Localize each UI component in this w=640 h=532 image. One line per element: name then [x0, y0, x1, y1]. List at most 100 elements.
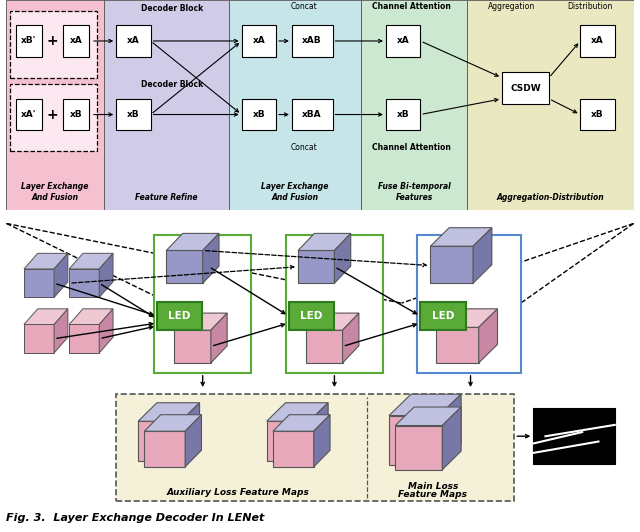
Text: Concat: Concat	[291, 2, 317, 11]
Polygon shape	[54, 309, 68, 353]
Text: xB': xB'	[21, 37, 36, 45]
FancyBboxPatch shape	[229, 0, 361, 210]
FancyBboxPatch shape	[285, 235, 383, 373]
Text: xA: xA	[70, 37, 83, 45]
Text: Aggregation-Distribution: Aggregation-Distribution	[497, 193, 604, 202]
Text: xAB: xAB	[302, 37, 322, 45]
Text: Main Loss: Main Loss	[408, 482, 458, 491]
Text: LED: LED	[168, 311, 191, 321]
Text: LED: LED	[300, 311, 323, 321]
Text: xB: xB	[70, 110, 83, 119]
Polygon shape	[185, 415, 202, 467]
Polygon shape	[298, 251, 335, 283]
Polygon shape	[211, 313, 227, 363]
Polygon shape	[267, 421, 309, 461]
Polygon shape	[273, 431, 314, 467]
Polygon shape	[24, 253, 68, 269]
Text: Auxiliary Loss Feature Maps: Auxiliary Loss Feature Maps	[167, 488, 310, 497]
Polygon shape	[24, 309, 68, 325]
FancyBboxPatch shape	[116, 25, 150, 57]
Text: Layer Exchange
And Fusion: Layer Exchange And Fusion	[21, 182, 89, 202]
Polygon shape	[306, 330, 342, 363]
Polygon shape	[24, 325, 54, 353]
Polygon shape	[24, 269, 54, 297]
FancyBboxPatch shape	[292, 25, 333, 57]
FancyBboxPatch shape	[157, 302, 202, 330]
Text: +: +	[46, 107, 58, 121]
Polygon shape	[314, 415, 330, 467]
FancyBboxPatch shape	[63, 25, 89, 57]
Text: xA: xA	[127, 37, 140, 45]
Polygon shape	[389, 394, 461, 415]
Polygon shape	[396, 426, 442, 470]
Text: Aggregation: Aggregation	[488, 2, 535, 11]
Polygon shape	[69, 269, 99, 297]
Polygon shape	[145, 415, 202, 431]
FancyBboxPatch shape	[16, 99, 42, 130]
Text: Channel Attention: Channel Attention	[371, 143, 451, 152]
FancyBboxPatch shape	[533, 409, 615, 464]
FancyBboxPatch shape	[386, 99, 420, 130]
FancyBboxPatch shape	[292, 99, 333, 130]
Polygon shape	[175, 313, 227, 330]
Text: Fuse Bi-temporal
Features: Fuse Bi-temporal Features	[378, 182, 451, 202]
Polygon shape	[436, 309, 497, 327]
Polygon shape	[436, 327, 479, 363]
FancyBboxPatch shape	[580, 25, 615, 57]
FancyBboxPatch shape	[417, 235, 521, 373]
Text: xA: xA	[397, 37, 410, 45]
Text: Fig. 3.  Layer Exchange Decoder In LENet: Fig. 3. Layer Exchange Decoder In LENet	[6, 513, 265, 522]
FancyBboxPatch shape	[63, 99, 89, 130]
Polygon shape	[273, 415, 330, 431]
Polygon shape	[430, 246, 473, 283]
Polygon shape	[335, 234, 351, 283]
Polygon shape	[342, 313, 359, 363]
Polygon shape	[442, 407, 461, 470]
Text: xB: xB	[253, 110, 265, 119]
Polygon shape	[180, 403, 200, 461]
Text: Feature Refine: Feature Refine	[135, 193, 198, 202]
FancyBboxPatch shape	[104, 0, 229, 210]
Polygon shape	[430, 228, 492, 246]
Polygon shape	[306, 313, 359, 330]
Text: xBA: xBA	[302, 110, 322, 119]
Text: Decoder Block: Decoder Block	[141, 4, 204, 13]
Polygon shape	[138, 403, 200, 421]
Polygon shape	[298, 234, 351, 251]
Polygon shape	[389, 415, 439, 466]
Text: Feature Maps: Feature Maps	[398, 490, 467, 499]
Text: xA': xA'	[21, 110, 36, 119]
Text: xB: xB	[397, 110, 410, 119]
Polygon shape	[145, 431, 185, 467]
Polygon shape	[203, 234, 219, 283]
Text: Decoder Block: Decoder Block	[141, 80, 204, 88]
FancyBboxPatch shape	[386, 25, 420, 57]
FancyBboxPatch shape	[116, 99, 150, 130]
Polygon shape	[69, 309, 113, 325]
Text: xB: xB	[127, 110, 140, 119]
FancyBboxPatch shape	[580, 99, 615, 130]
Polygon shape	[69, 253, 113, 269]
FancyBboxPatch shape	[361, 0, 467, 210]
Polygon shape	[309, 403, 328, 461]
Text: CSDW: CSDW	[510, 84, 541, 93]
FancyBboxPatch shape	[154, 235, 251, 373]
Polygon shape	[479, 309, 497, 363]
Polygon shape	[439, 394, 461, 466]
Text: +: +	[46, 34, 58, 48]
Text: LED: LED	[432, 311, 454, 321]
Polygon shape	[166, 234, 219, 251]
FancyBboxPatch shape	[242, 25, 276, 57]
Polygon shape	[99, 253, 113, 297]
Polygon shape	[267, 403, 328, 421]
Text: Layer Exchange
And Fusion: Layer Exchange And Fusion	[261, 182, 328, 202]
FancyBboxPatch shape	[116, 394, 515, 501]
Polygon shape	[69, 325, 99, 353]
Text: Channel Attention: Channel Attention	[371, 2, 451, 11]
FancyBboxPatch shape	[10, 84, 97, 151]
FancyBboxPatch shape	[6, 0, 104, 210]
Text: xA: xA	[252, 37, 265, 45]
FancyBboxPatch shape	[467, 0, 634, 210]
Text: Concat: Concat	[291, 143, 317, 152]
FancyBboxPatch shape	[502, 72, 549, 104]
